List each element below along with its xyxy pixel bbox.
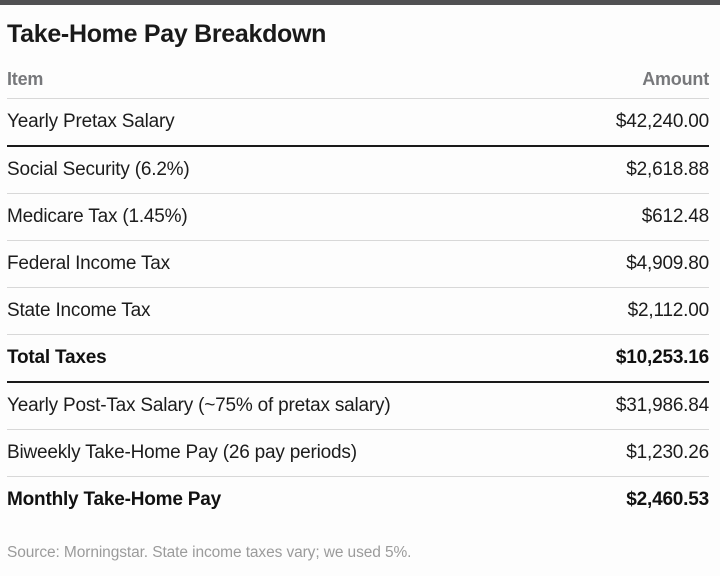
row-amount: $612.48: [442, 193, 709, 241]
row-amount: $10,253.16: [442, 334, 709, 383]
row-label: Federal Income Tax: [7, 240, 443, 288]
row-label: Social Security (6.2%): [7, 146, 443, 194]
row-amount: $2,112.00: [442, 287, 709, 335]
header-row: Item Amount: [7, 63, 709, 99]
row-label: Monthly Take-Home Pay: [7, 489, 221, 510]
row-label: Yearly Pretax Salary: [7, 98, 443, 147]
column-header-amount: Amount: [442, 63, 709, 99]
table-row-posttax-salary: Yearly Post-Tax Salary (~75% of pretax s…: [7, 382, 709, 430]
column-header-item: Item: [7, 63, 443, 99]
figure-body: Take-Home Pay Breakdown Item Amount Year…: [0, 19, 720, 562]
table-row-total-taxes: Total Taxes $10,253.16: [7, 334, 709, 383]
table-row-biweekly-pay: Biweekly Take-Home Pay (26 pay periods) …: [7, 429, 709, 477]
row-label: Yearly Post-Tax Salary (~75% of pretax s…: [7, 382, 443, 430]
pay-breakdown-table: Item Amount Yearly Pretax Salary $42,240…: [7, 63, 709, 523]
table-row-social-security: Social Security (6.2%) $2,618.88: [7, 146, 709, 194]
row-label: Medicare Tax (1.45%): [7, 193, 443, 241]
row-label: Total Taxes: [7, 334, 443, 383]
row-amount: $1,230.26: [442, 429, 709, 477]
row-amount: $4,909.80: [442, 240, 709, 288]
top-accent-bar: [0, 0, 720, 5]
table-row-pretax-salary: Yearly Pretax Salary $42,240.00: [7, 98, 709, 147]
source-note: Source: Morningstar. State income taxes …: [7, 544, 412, 561]
row-label: State Income Tax: [7, 287, 443, 335]
table-row-medicare-tax: Medicare Tax (1.45%) $612.48: [7, 193, 709, 241]
row-label: Biweekly Take-Home Pay (26 pay periods): [7, 429, 443, 477]
table-row-monthly-pay: Monthly Take-Home Pay $2,460.53: [7, 477, 709, 524]
row-amount: $2,618.88: [442, 146, 709, 194]
table-row-state-income-tax: State Income Tax $2,112.00: [7, 287, 709, 335]
page-title: Take-Home Pay Breakdown: [7, 20, 327, 48]
row-amount: $2,460.53: [626, 489, 709, 510]
row-amount: $31,986.84: [442, 382, 709, 430]
row-amount: $42,240.00: [442, 98, 709, 147]
table-row-federal-income-tax: Federal Income Tax $4,909.80: [7, 240, 709, 288]
